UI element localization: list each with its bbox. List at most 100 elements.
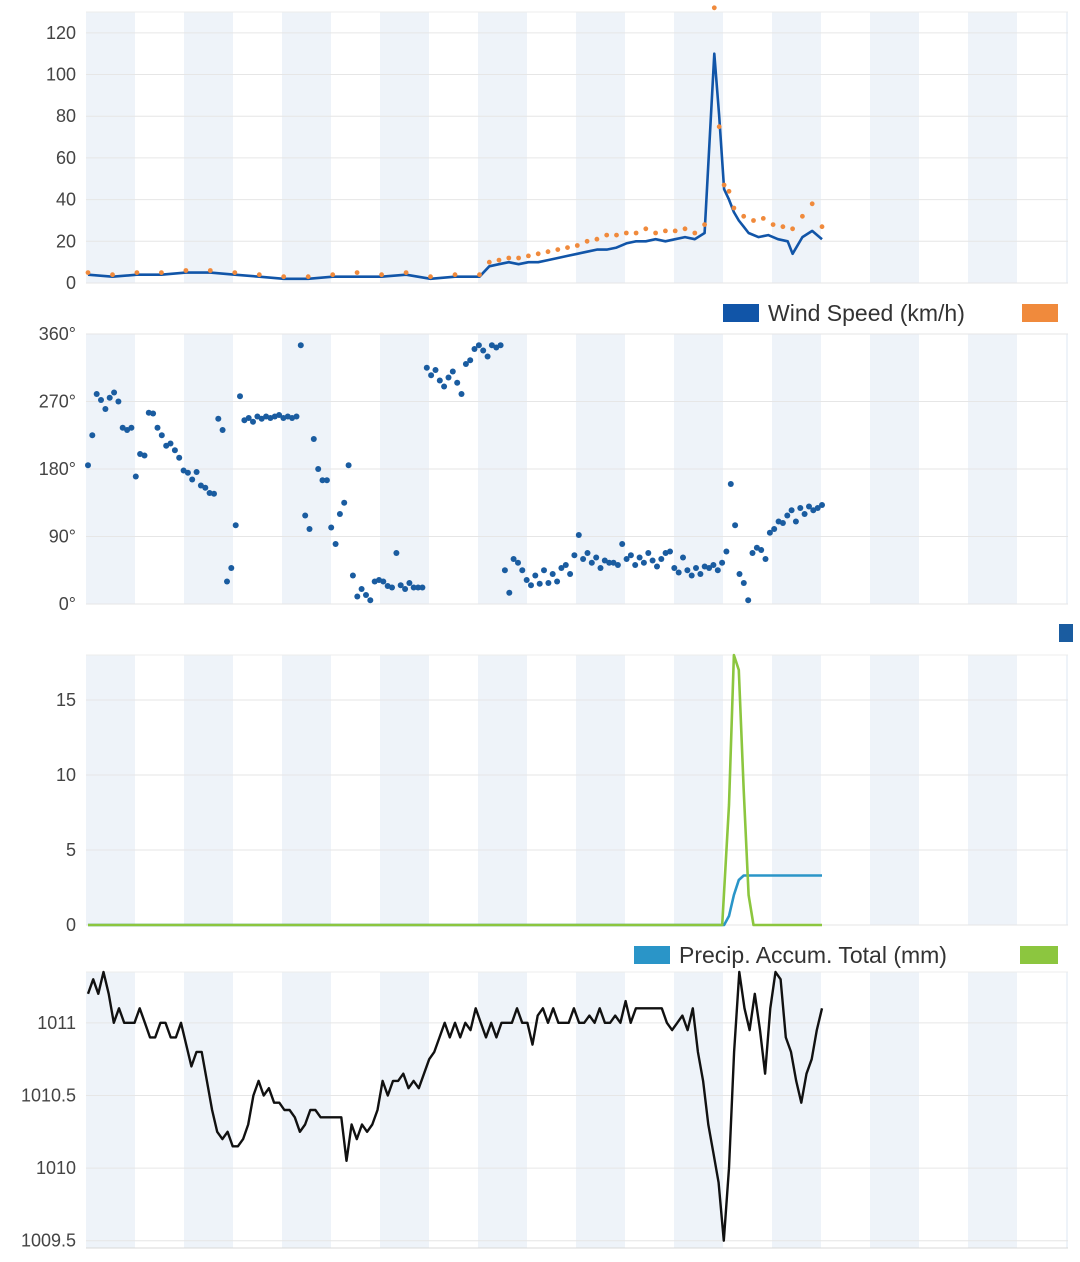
data-point bbox=[814, 505, 821, 511]
day-band bbox=[1066, 12, 1068, 283]
data-point bbox=[790, 226, 795, 232]
data-point bbox=[580, 556, 587, 562]
data-point bbox=[315, 466, 322, 472]
data-point bbox=[171, 447, 178, 454]
data-point bbox=[449, 368, 456, 375]
data-point bbox=[484, 353, 491, 360]
data-point bbox=[480, 347, 487, 354]
data-point bbox=[403, 270, 409, 275]
data-point bbox=[471, 346, 478, 352]
day-band bbox=[968, 12, 1017, 283]
day-band bbox=[86, 12, 135, 283]
data-point bbox=[330, 272, 336, 278]
data-point bbox=[584, 550, 591, 556]
data-point bbox=[358, 586, 365, 592]
data-point bbox=[784, 512, 791, 519]
data-point bbox=[594, 236, 600, 242]
data-point bbox=[207, 268, 213, 273]
data-point bbox=[719, 559, 726, 566]
data-point bbox=[632, 562, 639, 568]
data-point bbox=[197, 482, 204, 489]
data-point bbox=[688, 572, 695, 579]
data-point bbox=[788, 507, 795, 514]
data-point bbox=[555, 247, 561, 253]
data-point bbox=[597, 565, 604, 571]
data-point bbox=[506, 255, 512, 261]
y-axis: 0 5 10 15 bbox=[56, 690, 1068, 935]
data-point bbox=[535, 251, 541, 257]
y-axis: 1009.5 1010 1010.5 1011 bbox=[21, 1013, 1068, 1251]
data-point bbox=[228, 565, 235, 571]
data-point bbox=[428, 274, 433, 280]
data-point bbox=[183, 268, 189, 273]
data-point bbox=[653, 230, 658, 236]
data-point bbox=[276, 412, 283, 418]
data-point bbox=[680, 554, 686, 561]
data-point bbox=[98, 397, 104, 403]
day-band bbox=[870, 972, 919, 1248]
data-point bbox=[584, 238, 590, 244]
data-point bbox=[721, 182, 727, 188]
data-point bbox=[751, 218, 756, 223]
data-point bbox=[211, 490, 217, 497]
data-point bbox=[319, 477, 326, 484]
day-band bbox=[576, 12, 625, 283]
data-point bbox=[445, 374, 452, 381]
legend-swatch bbox=[1022, 304, 1058, 322]
data-point bbox=[575, 532, 582, 538]
data-point bbox=[389, 584, 395, 591]
precipitation-chart: 0 5 10 15 Precip. Accum. Total (mm) bbox=[56, 653, 1068, 968]
day-band bbox=[772, 972, 821, 1248]
data-point bbox=[658, 556, 665, 562]
data-point bbox=[462, 361, 469, 367]
data-point bbox=[671, 565, 678, 571]
data-point bbox=[633, 230, 639, 236]
data-point bbox=[528, 582, 534, 589]
data-point bbox=[574, 243, 580, 248]
data-point bbox=[741, 213, 747, 219]
data-point bbox=[740, 580, 747, 586]
data-point bbox=[723, 548, 730, 555]
data-point bbox=[189, 476, 196, 483]
legend-item[interactable]: Precip. Accum. Total (mm) bbox=[634, 942, 947, 968]
data-point bbox=[606, 559, 613, 566]
legend-item[interactable]: Wind Speed (km/h) bbox=[723, 300, 965, 326]
data-point bbox=[215, 415, 222, 422]
data-point bbox=[496, 257, 502, 263]
day-band bbox=[380, 972, 429, 1248]
data-point bbox=[380, 578, 387, 585]
data-point bbox=[714, 567, 721, 574]
legend-item[interactable] bbox=[1020, 946, 1058, 964]
data-point bbox=[436, 377, 443, 384]
data-point bbox=[627, 552, 634, 559]
data-point bbox=[726, 188, 732, 194]
data-point bbox=[256, 272, 262, 278]
data-point bbox=[302, 512, 309, 519]
data-point bbox=[85, 270, 91, 275]
day-band bbox=[282, 655, 331, 925]
data-point bbox=[305, 274, 311, 280]
day-band bbox=[86, 972, 135, 1248]
data-point bbox=[310, 436, 317, 442]
day-band bbox=[674, 655, 723, 925]
data-point bbox=[349, 572, 356, 579]
wind-direction-chart: 0° 90° 180° 270° 360° bbox=[39, 324, 1073, 642]
data-point bbox=[516, 255, 521, 261]
data-point bbox=[323, 477, 330, 484]
data-point bbox=[593, 554, 600, 561]
data-point bbox=[176, 454, 183, 461]
y-tick-label: 90° bbox=[49, 527, 76, 547]
data-point bbox=[419, 584, 426, 591]
day-bands bbox=[86, 972, 1068, 1248]
data-point bbox=[506, 589, 513, 596]
y-tick-label: 80 bbox=[56, 106, 76, 126]
data-point bbox=[245, 415, 252, 421]
legend-item[interactable] bbox=[1022, 304, 1058, 322]
data-point bbox=[224, 578, 230, 585]
data-point bbox=[706, 565, 713, 571]
y-tick-label: 120 bbox=[46, 23, 76, 43]
data-point bbox=[232, 522, 239, 529]
series-precip-rate bbox=[88, 653, 822, 927]
data-point bbox=[771, 526, 778, 532]
